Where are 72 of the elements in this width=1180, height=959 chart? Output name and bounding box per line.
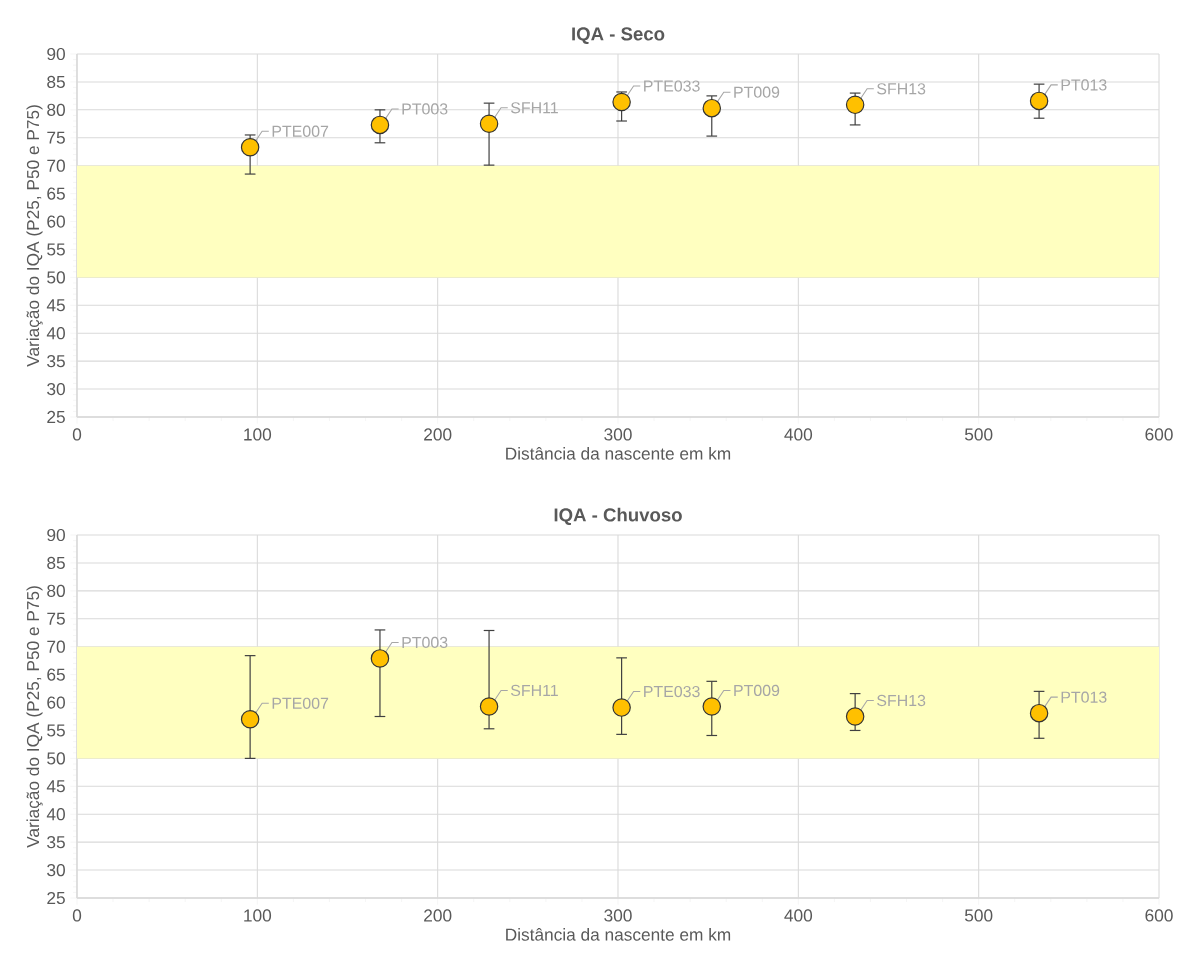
x-tick-label: 200 [424,909,452,922]
y-tick-label: 30 [47,863,65,877]
y-tick-label: 75 [47,612,65,625]
y-tick-label: 45 [46,299,65,312]
point [612,698,631,717]
y-tick-label: 25 [47,410,65,424]
annotation: SFH13 [877,83,926,95]
y-tick-label: 40 [46,327,65,340]
point [702,697,722,716]
annotation: PT003 [402,636,448,649]
y-axis-title: Variação do IQA (P25, P50 e P75) [26,105,43,367]
point [240,710,260,729]
y-tick-label: 65 [47,187,65,200]
point [1029,91,1049,111]
x-tick-label: 600 [1145,909,1173,922]
point [370,115,390,135]
point [479,697,499,716]
y-tick-label: 85 [47,556,65,570]
y-tick-label: 60 [47,215,65,228]
x-tick-label: 0 [72,909,82,922]
y-tick-label: 45 [46,780,65,793]
y-tick-label: 60 [47,696,65,709]
x-tick-label: 0 [72,428,82,441]
x-tick-label: 100 [244,909,272,922]
y-tick-label: 75 [47,131,65,144]
x-tick-label: 300 [604,428,632,441]
y-tick-label: 30 [47,382,65,396]
y-tick-label: 70 [47,159,65,172]
annotation: SFH11 [510,684,558,697]
annotation: PTE033 [644,80,700,92]
x-tick-label: 200 [424,428,452,441]
x-tick-label: 400 [784,909,813,922]
x-tick-label: 300 [604,909,632,922]
annotation: PT013 [1061,79,1107,91]
x-tick-label: 500 [964,428,993,441]
annotation: SFH11 [510,102,558,114]
x-tick-label: 400 [784,428,813,441]
y-tick-label: 90 [47,528,65,542]
point [1029,703,1049,723]
chart-title: IQA - Chuvoso [554,507,682,525]
y-tick-label: 55 [47,243,65,256]
y-tick-label: 35 [47,836,65,849]
x-tick-label: 600 [1145,428,1173,441]
x-tick-label: 500 [964,909,993,922]
y-tick-label: 55 [47,724,65,737]
annotation: PT009 [734,684,780,697]
y-tick-label: 25 [47,891,65,905]
y-tick-label: 65 [47,668,65,681]
chart-title: IQA - Seco [572,27,665,44]
y-tick-label: 40 [46,808,65,821]
y-tick-label: 85 [47,75,65,89]
point [370,649,390,668]
y-axis-title: Variação do IQA (P25, P50 e P75) [26,586,43,848]
annotation: PTE007 [272,125,329,137]
annotation: PTE033 [644,685,700,698]
y-tick-label: 50 [47,271,65,284]
y-tick-label: 90 [47,47,65,61]
y-tick-label: 80 [47,584,65,597]
point [479,114,499,134]
x-axis-title: Distância da nascente em km [506,447,731,460]
y-tick-label: 70 [47,640,65,653]
y-tick-label: 50 [47,752,65,765]
y-tick-label: 80 [47,103,65,116]
annotation: PT003 [402,103,448,115]
annotation: PT013 [1061,691,1107,703]
x-axis-title: Distância da nascente em km [506,928,731,941]
annotation: PT009 [734,86,780,98]
annotation: SFH13 [877,694,926,707]
point [845,707,865,726]
y-tick-label: 35 [47,355,65,368]
annotation: PTE007 [272,697,329,709]
x-tick-label: 100 [244,428,272,441]
